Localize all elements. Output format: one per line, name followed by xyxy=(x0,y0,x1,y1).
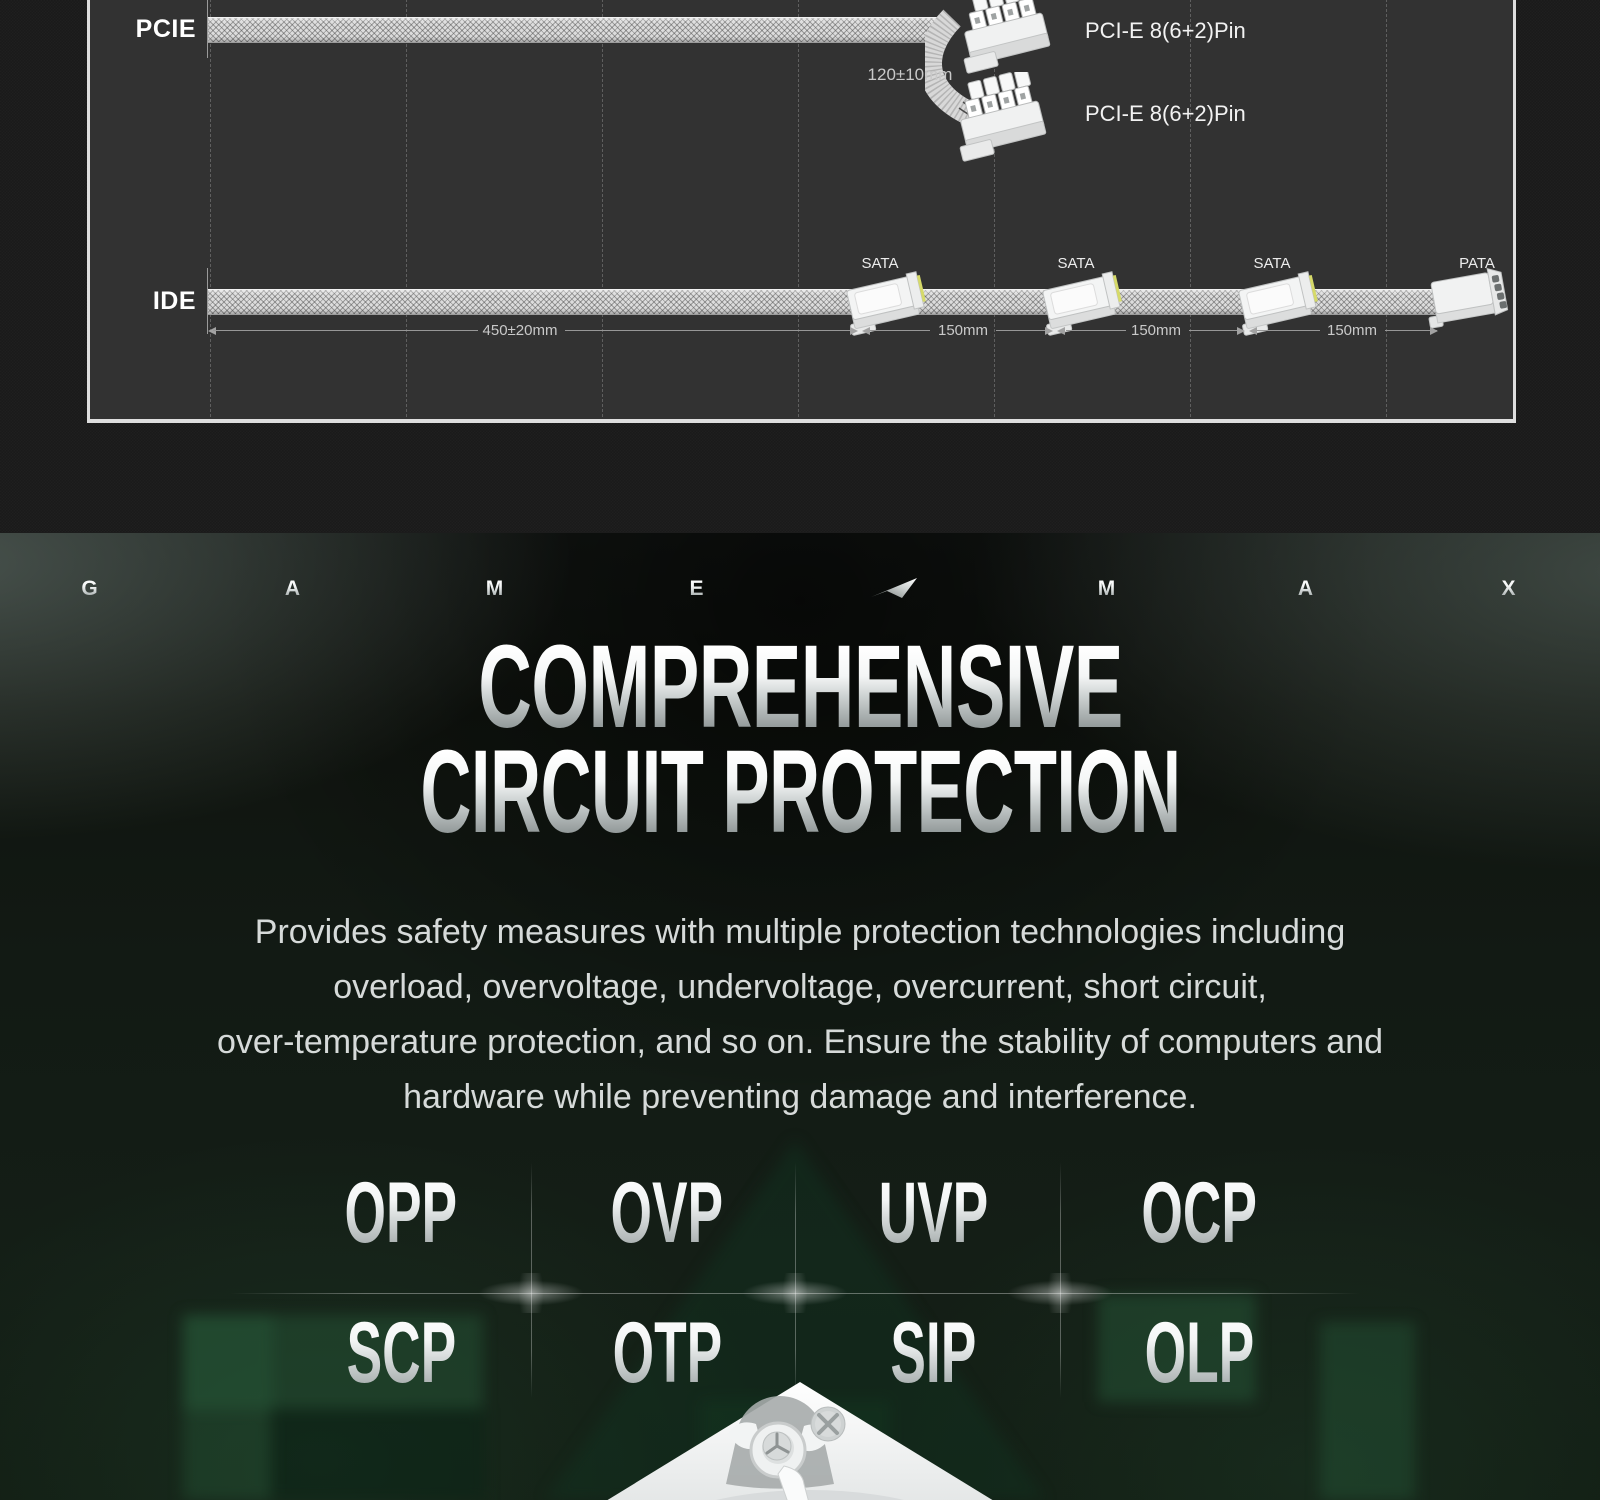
section-title-line-2: CIRCUIT PROTECTION xyxy=(419,726,1181,858)
brand-letter: X xyxy=(1487,577,1531,601)
brand-letter: E xyxy=(675,577,719,601)
description-line: Provides safety measures with multiple p… xyxy=(254,913,1346,951)
circuit-protection-section: G A M E M A X COMPREHENSIVE CIRCUIT PROT… xyxy=(0,533,1600,1500)
measure-line xyxy=(213,330,478,331)
divider-flare xyxy=(985,1273,1135,1313)
brand-letter: G xyxy=(68,577,112,601)
diagram-panel xyxy=(87,0,1516,423)
description-line: overload, overvoltage, undervoltage, ove… xyxy=(333,968,1267,1006)
measure-arrow xyxy=(1057,327,1065,335)
ide-row-label: IDE xyxy=(152,287,196,315)
gridline xyxy=(798,0,799,417)
pcie-connector-2 xyxy=(944,72,1049,163)
protection-badge-otp: OTP xyxy=(537,1298,797,1408)
pcie-start-tick xyxy=(207,0,208,58)
protection-badge-ovp: OVP xyxy=(537,1158,797,1268)
cable-length-diagram-section: PCIE PCI-E 8(6+2)Pin PCI-E 8(6+2)Pin 120… xyxy=(0,0,1600,533)
badge-divider-vertical xyxy=(1060,1162,1061,1398)
ide-measurement-150-1: 150mm xyxy=(937,322,989,339)
brand-letter: M xyxy=(473,577,517,601)
measure-arrow xyxy=(1045,327,1053,335)
badge-divider-vertical xyxy=(795,1162,796,1398)
protection-badge-scp: SCP xyxy=(271,1298,531,1408)
protection-badge-ocp: OCP xyxy=(1069,1158,1329,1268)
measure-arrow-right xyxy=(1430,327,1438,335)
protection-badge-uvp: UVP xyxy=(803,1158,1063,1268)
pata-connector xyxy=(1424,265,1509,329)
measure-line xyxy=(1066,330,1126,331)
green-block xyxy=(183,1315,273,1500)
brand-letter: M xyxy=(1085,577,1129,601)
measure-arrow xyxy=(1249,327,1257,335)
pcie-connector-1-label: PCI-E 8(6+2)Pin xyxy=(1085,18,1246,43)
green-block xyxy=(1320,1322,1415,1500)
psu-fan-image xyxy=(607,1382,993,1500)
pcie-cable-sleeve xyxy=(208,17,948,43)
gridline xyxy=(602,0,603,417)
brand-letter: A xyxy=(1284,577,1328,601)
ide-start-tick xyxy=(207,268,208,334)
pcie-branch-measurement: 120±10mm xyxy=(867,65,953,84)
badge-divider-horizontal xyxy=(230,1293,1360,1294)
measure-line xyxy=(565,330,851,331)
green-block xyxy=(270,1408,485,1500)
description-line: over-temperature protection, and so on. … xyxy=(216,1023,1384,1061)
pcie-connector-2-label: PCI-E 8(6+2)Pin xyxy=(1085,101,1246,126)
pata-label: PATA xyxy=(1459,255,1495,272)
gridline xyxy=(1190,0,1191,417)
gamemax-plane-icon xyxy=(871,578,917,598)
protection-badge-sip: SIP xyxy=(803,1298,1063,1408)
sata-3-label: SATA xyxy=(1253,255,1291,272)
gridline xyxy=(406,0,407,417)
divider-flare xyxy=(720,1273,870,1313)
measure-line xyxy=(1257,330,1320,331)
measure-arrow xyxy=(862,327,870,335)
measure-line xyxy=(1385,330,1437,331)
green-block xyxy=(183,1315,483,1410)
divider-flare xyxy=(456,1273,606,1313)
ide-measurement-150-3: 150mm xyxy=(1326,322,1378,339)
gridline xyxy=(1386,0,1387,417)
pcie-row-label: PCIE xyxy=(135,15,196,43)
ide-measurement-450: 450±20mm xyxy=(482,322,558,339)
measure-line xyxy=(870,330,930,331)
sata-2-label: SATA xyxy=(1057,255,1095,272)
badge-divider-vertical xyxy=(531,1162,532,1398)
measure-line xyxy=(1189,330,1238,331)
ide-measurement-150-2: 150mm xyxy=(1130,322,1182,339)
sata-connector-3 xyxy=(1234,270,1323,337)
section-title-line-1: COMPREHENSIVE xyxy=(477,621,1123,753)
gridline xyxy=(210,0,211,417)
measure-arrow xyxy=(850,327,858,335)
measure-arrow xyxy=(1237,327,1245,335)
protection-badge-opp: OPP xyxy=(271,1158,531,1268)
gridline xyxy=(994,0,995,417)
measure-arrow-left xyxy=(208,327,216,335)
green-block xyxy=(1098,1294,1256,1402)
measure-line xyxy=(996,330,1046,331)
brand-letter: A xyxy=(271,577,315,601)
description-line: hardware while preventing damage and int… xyxy=(403,1078,1197,1116)
protection-badge-olp: OLP xyxy=(1069,1298,1329,1408)
sata-1-label: SATA xyxy=(861,255,899,272)
